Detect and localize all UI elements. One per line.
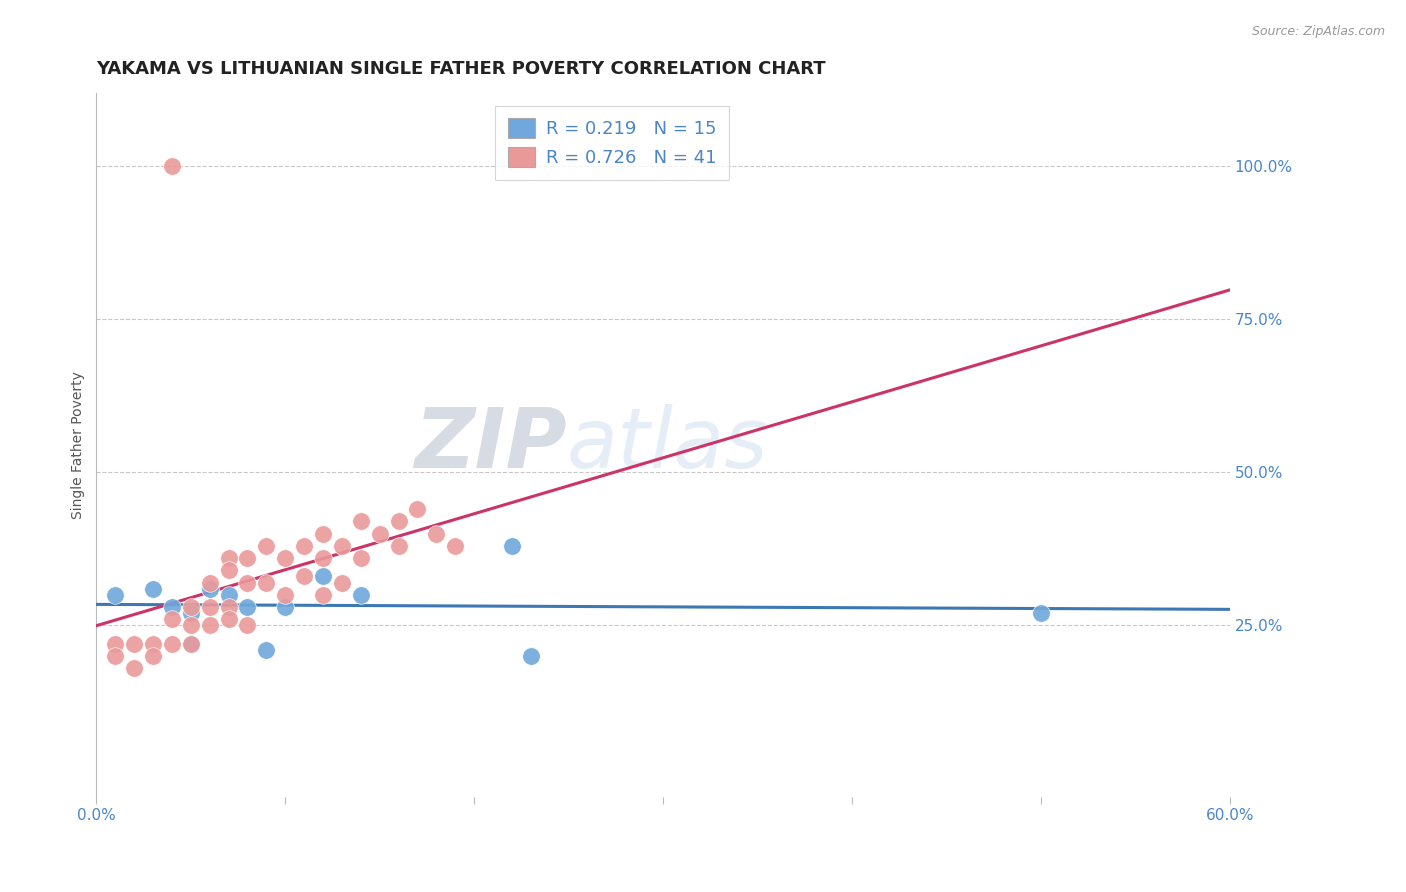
Point (292, 569, 315, 583)
Text: Source: ZipAtlas.com: Source: ZipAtlas.com (1251, 25, 1385, 38)
Point (501, 539, 523, 553)
Point (160, 160, 183, 174)
Point (387, 514, 409, 528)
Point (350, 551, 373, 566)
Point (142, 582, 165, 596)
Point (160, 637, 183, 651)
Point (180, 637, 202, 651)
Point (350, 514, 373, 528)
Text: YAKAMA VS LITHUANIAN SINGLE FATHER POVERTY CORRELATION CHART: YAKAMA VS LITHUANIAN SINGLE FATHER POVER… (97, 60, 825, 78)
Point (198, 599, 221, 614)
Point (160, 599, 183, 614)
Point (142, 648, 165, 663)
Point (406, 502, 429, 516)
Point (218, 599, 240, 614)
Text: atlas: atlas (567, 404, 768, 485)
Point (142, 637, 165, 651)
Point (180, 637, 202, 651)
Point (180, 599, 202, 614)
Point (368, 526, 391, 541)
Point (330, 575, 353, 590)
Point (254, 539, 277, 553)
Point (236, 551, 259, 566)
Point (180, 606, 202, 620)
Point (104, 637, 127, 651)
Point (218, 551, 240, 566)
Point (350, 588, 373, 602)
Point (122, 637, 145, 651)
Point (104, 588, 127, 602)
Point (104, 648, 127, 663)
Point (520, 648, 543, 663)
Point (254, 643, 277, 657)
Point (1029, 606, 1052, 620)
Point (274, 551, 297, 566)
Point (330, 539, 353, 553)
Point (444, 539, 467, 553)
Point (387, 539, 409, 553)
Point (312, 588, 335, 602)
Point (254, 575, 277, 590)
Point (425, 526, 447, 541)
Point (218, 612, 240, 626)
Point (218, 588, 240, 602)
Legend: R = 0.219   N = 15, R = 0.726   N = 41: R = 0.219 N = 15, R = 0.726 N = 41 (495, 105, 728, 179)
Point (180, 618, 202, 632)
Point (160, 612, 183, 626)
Text: ZIP: ZIP (415, 404, 567, 485)
Point (198, 582, 221, 596)
Point (312, 526, 335, 541)
Point (236, 618, 259, 632)
Point (198, 618, 221, 632)
Point (236, 599, 259, 614)
Point (218, 563, 240, 577)
Point (274, 599, 297, 614)
Point (198, 575, 221, 590)
Point (312, 569, 335, 583)
Y-axis label: Single Father Poverty: Single Father Poverty (72, 371, 86, 519)
Point (236, 575, 259, 590)
Point (274, 588, 297, 602)
Point (312, 551, 335, 566)
Point (122, 661, 145, 675)
Point (292, 539, 315, 553)
